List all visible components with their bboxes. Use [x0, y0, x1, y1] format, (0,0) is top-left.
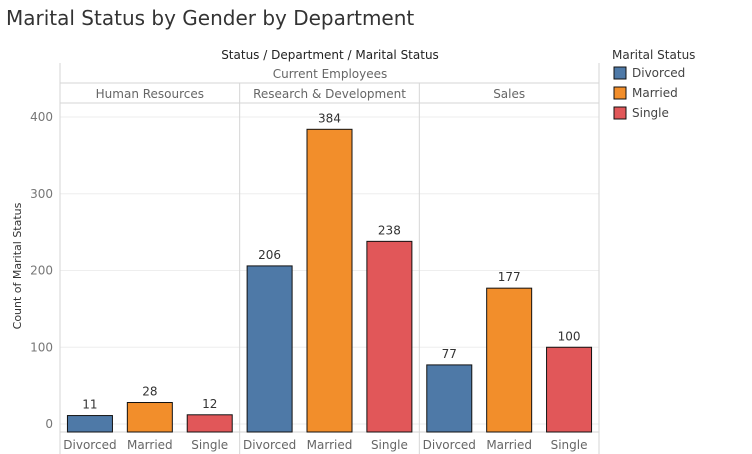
bar-value-label: 384	[318, 111, 341, 125]
legend-label: Single	[632, 106, 669, 120]
bar	[366, 240, 413, 433]
bar-value-label: 206	[258, 248, 281, 262]
legend: Marital Status Divorced Married Single	[612, 48, 695, 120]
bar	[66, 415, 113, 433]
x-category-label: Single	[191, 438, 228, 452]
legend-label: Married	[632, 86, 678, 100]
bars	[66, 128, 593, 433]
bar	[486, 287, 533, 433]
bar	[186, 414, 233, 433]
bar	[426, 364, 473, 433]
legend-title: Marital Status	[612, 48, 695, 62]
legend-swatch	[613, 86, 627, 100]
category-labels: Divorced Married Single Divorced Married Sing…	[63, 438, 587, 452]
y-axis-label: Count of Marital Status	[11, 202, 24, 329]
legend-item: Single	[613, 106, 669, 120]
legend-item: Divorced	[613, 66, 685, 80]
bar-value-label: 11	[82, 398, 97, 412]
bar	[246, 265, 293, 433]
x-category-label: Single	[551, 438, 588, 452]
bar-value-label: 12	[202, 397, 217, 411]
x-category-label: Divorced	[243, 438, 296, 452]
x-category-label: Divorced	[423, 438, 476, 452]
x-category-label: Divorced	[63, 438, 116, 452]
department-headers: Human Resources Research & Development Sal…	[96, 87, 525, 101]
x-category-label: Single	[371, 438, 408, 452]
y-tick-label: 0	[45, 417, 53, 431]
bar-value-label: 238	[378, 223, 401, 237]
department-header: Human Resources	[96, 87, 204, 101]
bar	[126, 402, 173, 433]
bar-value-label: 100	[558, 329, 581, 343]
bar-value-label: 77	[442, 347, 457, 361]
y-axis: 0 100 200 300 400	[30, 110, 53, 431]
legend-item: Married	[613, 86, 678, 100]
legend-label: Divorced	[632, 66, 685, 80]
bar-value-label: 177	[498, 270, 521, 284]
x-category-label: Married	[307, 438, 353, 452]
bar-value-label: 28	[142, 385, 157, 399]
legend-swatch	[613, 106, 627, 120]
y-tick-label: 200	[30, 264, 53, 278]
column-header: Status / Department / Marital Status	[221, 48, 439, 62]
department-header: Sales	[493, 87, 525, 101]
y-tick-label: 100	[30, 340, 53, 354]
y-tick-label: 300	[30, 187, 53, 201]
status-header: Current Employees	[273, 67, 388, 81]
y-tick-label: 400	[30, 110, 53, 124]
bar	[546, 346, 593, 433]
x-category-label: Married	[127, 438, 173, 452]
bar	[306, 128, 353, 433]
value-labels: 11 28 12 206 384 238 77 177 100	[82, 111, 580, 411]
chart-title: Marital Status by Gender by Department	[6, 6, 415, 30]
department-header: Research & Development	[253, 87, 406, 101]
x-category-label: Married	[486, 438, 532, 452]
legend-swatch	[613, 66, 627, 80]
